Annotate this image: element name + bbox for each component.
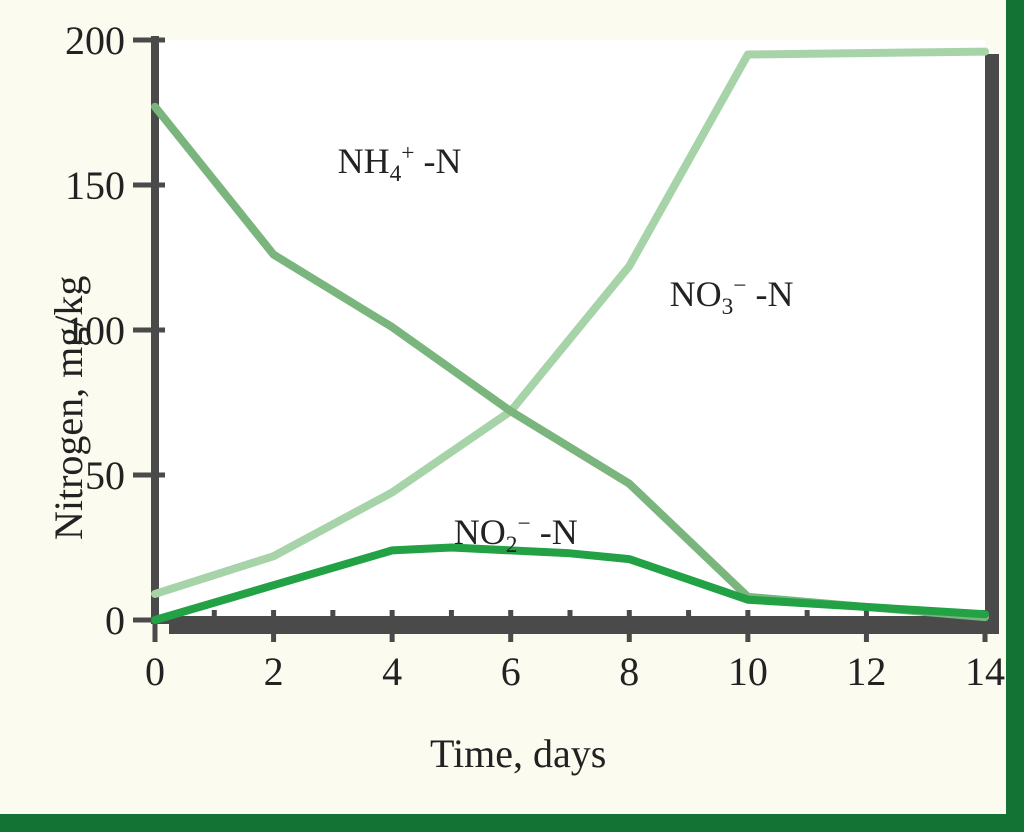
svg-text:6: 6: [501, 649, 521, 694]
svg-text:2: 2: [264, 649, 284, 694]
svg-text:14: 14: [965, 649, 1005, 694]
svg-text:200: 200: [65, 18, 125, 63]
chart-container: 02468101214050100150200 Nitrogen, mg/kg …: [0, 0, 1024, 832]
svg-text:8: 8: [619, 649, 639, 694]
y-axis-title: Nitrogen, mg/kg: [45, 276, 92, 540]
x-axis-title: Time, days: [430, 730, 606, 777]
series-label-no3: NO3− -N: [670, 273, 794, 321]
svg-text:0: 0: [105, 598, 125, 643]
series-label-nh4: NH4+ -N: [338, 140, 462, 188]
svg-text:10: 10: [728, 649, 768, 694]
nitrogen-chart: 02468101214050100150200: [0, 0, 1024, 832]
svg-text:4: 4: [382, 649, 402, 694]
svg-text:0: 0: [145, 649, 165, 694]
series-label-no2: NO2− -N: [454, 511, 578, 559]
svg-text:150: 150: [65, 163, 125, 208]
svg-text:12: 12: [846, 649, 886, 694]
